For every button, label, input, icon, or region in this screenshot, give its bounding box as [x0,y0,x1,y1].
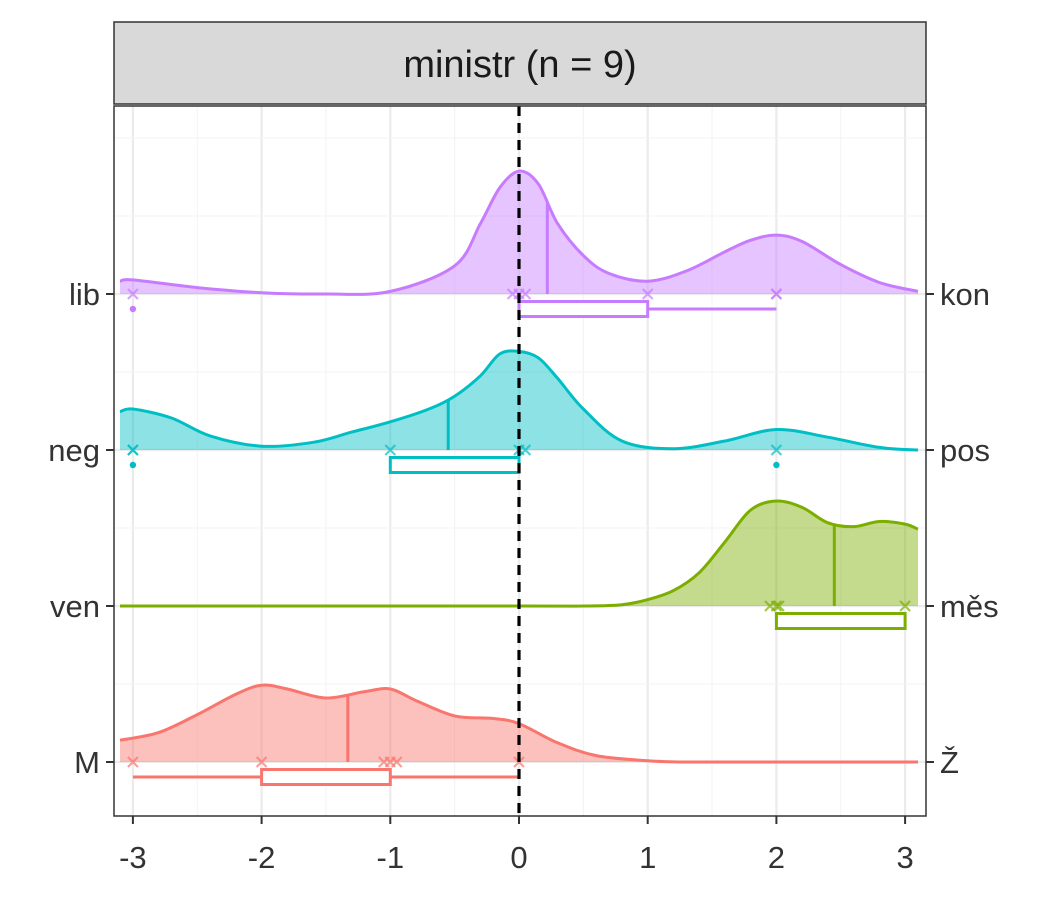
data-point [899,600,911,612]
y-tick-label-right: kon [940,277,990,312]
data-point [519,444,532,456]
ridge-M [119,683,918,786]
y-tick-label-right: pos [940,433,990,468]
data-point [770,600,783,612]
box [260,768,392,786]
outlier-point [129,305,137,313]
data-point [127,444,139,456]
density-outline [119,349,919,452]
density-outline [119,683,918,764]
data-point [773,600,785,612]
ridge-ven [120,499,919,630]
data-point [519,288,532,300]
x-tick-label: -2 [248,840,276,875]
data-point [513,756,525,768]
outlier-point [129,461,137,469]
facet-strip-background [113,21,927,105]
y-tick-label-right: měs [940,589,999,624]
x-tick-label: -3 [119,840,147,875]
density-area [120,685,918,763]
data-point [127,288,139,300]
y-tick-label-right: Ž [940,745,959,780]
y-tick-label-left: M [74,745,100,780]
facet-strip: ministr (n = 9) [113,21,927,105]
data-point [770,444,783,456]
axes: -3 -2 -1 0 1 2 3 lib kon neg pos ven měs M Ž [48,277,998,875]
data-point [255,756,268,768]
x-tick-label: 2 [768,840,785,875]
data-point [390,756,403,768]
density-outline [120,499,919,608]
outlier-point [773,461,780,469]
y-tick-label-left: lib [69,277,100,312]
x-tick-label: 3 [896,840,913,875]
y-tick-label-left: neg [48,433,100,468]
x-tick-label: 1 [639,840,656,875]
y-tick-label-left: ven [50,589,100,624]
data-point [641,288,654,300]
data-point [384,444,397,456]
box [517,300,650,318]
x-tick-label: 0 [510,840,527,875]
facet-strip-title: ministr (n = 9) [403,44,636,86]
data-point [770,288,783,300]
density-outline [119,169,919,296]
data-point [127,756,139,768]
x-tick-label: -1 [377,840,405,875]
box [774,612,907,630]
density-area [120,500,918,607]
box [388,456,521,474]
